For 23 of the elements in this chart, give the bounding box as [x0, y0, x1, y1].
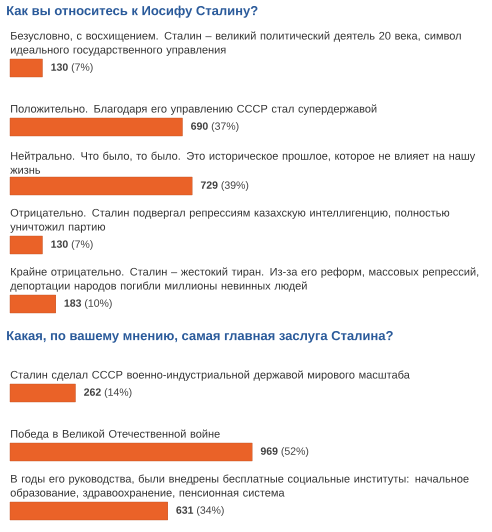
data-label: 631 (34%) — [176, 506, 224, 516]
data-label: 130 (7%) — [51, 240, 93, 250]
chart-title: Как вы относитесь к Иосифу Сталину? — [7, 6, 258, 18]
bar — [10, 294, 56, 314]
category-label: Сталин сделал СССР военно-индустриальной державой мирового масштаба — [10, 370, 410, 381]
category-label: Крайне отрицательно. Сталин – жестокий тиран. Из-за его реформ, массовых репрессий, депортации народов погибли миллионы невинных людей — [10, 267, 478, 292]
chart-title: Какая, по вашему мнению, самая главная заслуга Сталина? — [7, 331, 393, 343]
bar — [10, 236, 43, 254]
bar — [10, 58, 43, 78]
data-label: 130 (7%) — [51, 63, 93, 73]
data-label: 690 (37%) — [191, 122, 238, 132]
data-label: 183 (10%) — [64, 299, 112, 309]
category-label: В годы его руководства, были внедрены бесплатные социальные институты: начальное образование, здравоохранение, пенсионная система — [10, 474, 469, 499]
data-label: 729 (39%) — [200, 181, 248, 191]
category-label: Положительно. Благодаря его управлению СССР стал супердержавой — [11, 104, 376, 115]
category-label: Безусловно, с восхищением. Сталин – великий политический деятель 20 века, символ идеального государственного управления — [10, 31, 461, 56]
category-label: Отрицательно. Сталин подвергал репрессиям казахскую интеллигенцию, полностью уничтожил партию — [10, 208, 450, 233]
data-label: 262 (14%) — [84, 388, 132, 398]
category-label: Победа в Великой Отечественной войне — [11, 429, 220, 440]
bar — [10, 176, 192, 196]
category-label: Нейтрально. Что было, то было. Это историческое прошлое, которое не влияет на нашу жизнь — [10, 152, 476, 174]
bar — [10, 118, 183, 136]
data-label: 969 (52%) — [260, 447, 308, 457]
